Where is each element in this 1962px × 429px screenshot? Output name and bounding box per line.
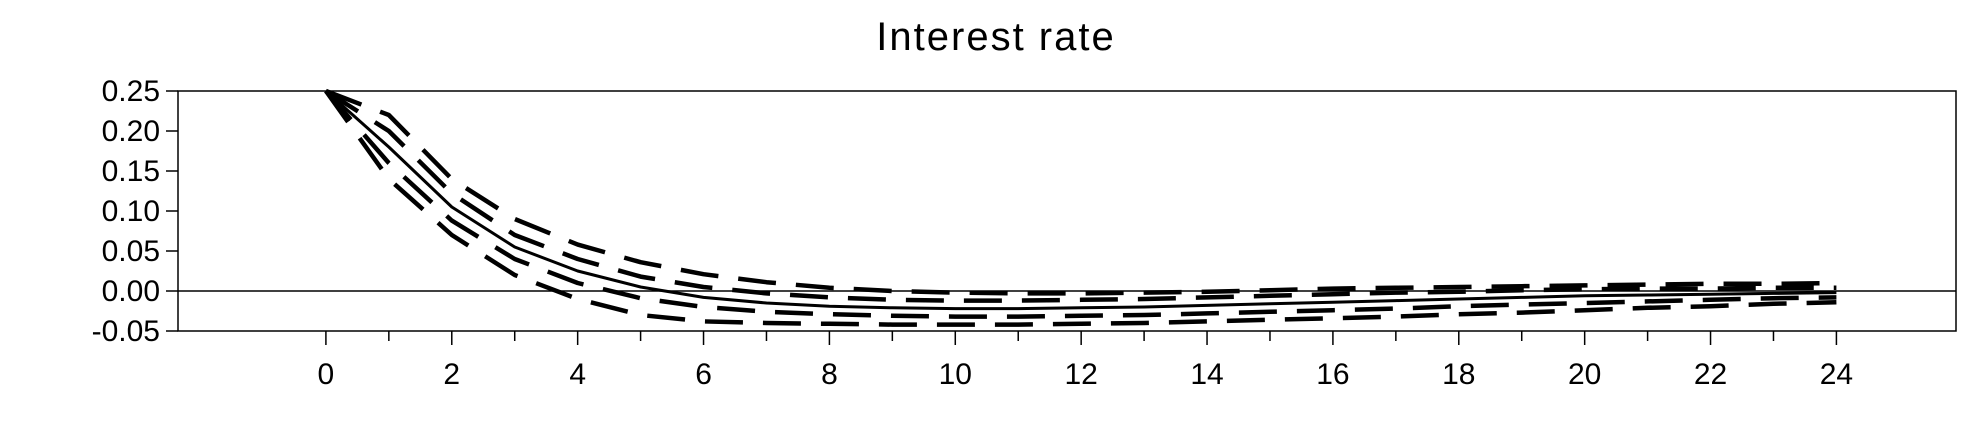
y-tick-label: -0.05 xyxy=(92,315,160,348)
series-line-3-dashed xyxy=(324,89,1837,319)
x-tick-label: 8 xyxy=(821,358,838,391)
y-tick-label: 0.20 xyxy=(102,115,160,148)
x-tick-label: 6 xyxy=(695,358,712,391)
series-group xyxy=(324,88,1837,327)
x-tick-label: 4 xyxy=(569,358,586,391)
series-line-1-solid xyxy=(324,89,1837,311)
y-axis: -0.05 0.00 0.05 0.10 0.15 0.20 0.25 xyxy=(92,75,178,348)
x-tick-label: 0 xyxy=(318,358,335,391)
x-axis: 0 2 4 6 8 10 12 14 16 18 20 22 24 xyxy=(318,331,1853,391)
x-tick-label: 16 xyxy=(1316,358,1349,391)
y-tick-label: 0.15 xyxy=(102,155,160,188)
y-tick-label: 0.00 xyxy=(102,275,160,308)
y-tick-label: 0.25 xyxy=(102,75,160,108)
x-tick-label: 18 xyxy=(1442,358,1475,391)
x-tick-label: 20 xyxy=(1568,358,1601,391)
y-tick-label: 0.10 xyxy=(102,195,160,228)
x-tick-label: 12 xyxy=(1064,358,1097,391)
x-tick-label: 2 xyxy=(443,358,460,391)
x-tick-label: 10 xyxy=(939,358,972,391)
series-line-2-dashed xyxy=(324,89,1837,303)
y-tick-label: 0.05 xyxy=(102,235,160,268)
chart-title: Interest rate xyxy=(876,15,1115,59)
x-tick-label: 22 xyxy=(1694,358,1727,391)
x-tick-label: 24 xyxy=(1820,358,1853,391)
series-line-4-dashed xyxy=(325,88,1837,296)
x-tick-label: 14 xyxy=(1190,358,1223,391)
series-line-5-dashed xyxy=(324,89,1837,327)
